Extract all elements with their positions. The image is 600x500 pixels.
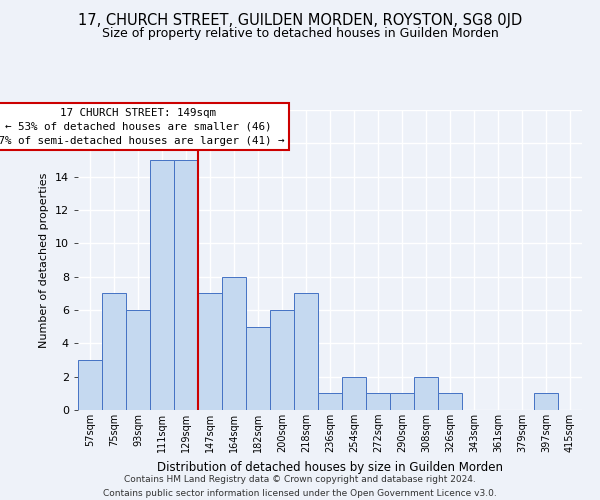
Bar	[318, 394, 342, 410]
Bar	[102, 294, 126, 410]
Bar	[534, 394, 558, 410]
Bar	[174, 160, 198, 410]
Bar	[126, 310, 150, 410]
Y-axis label: Number of detached properties: Number of detached properties	[39, 172, 49, 348]
Bar	[150, 160, 174, 410]
Bar	[390, 394, 414, 410]
Bar	[438, 394, 462, 410]
Bar	[270, 310, 294, 410]
Bar	[414, 376, 438, 410]
Bar	[198, 294, 222, 410]
X-axis label: Distribution of detached houses by size in Guilden Morden: Distribution of detached houses by size …	[157, 460, 503, 473]
Bar	[294, 294, 318, 410]
Text: 17, CHURCH STREET, GUILDEN MORDEN, ROYSTON, SG8 0JD: 17, CHURCH STREET, GUILDEN MORDEN, ROYST…	[78, 12, 522, 28]
Bar	[366, 394, 390, 410]
Text: Size of property relative to detached houses in Guilden Morden: Size of property relative to detached ho…	[101, 28, 499, 40]
Bar	[342, 376, 366, 410]
Text: Contains HM Land Registry data © Crown copyright and database right 2024.
Contai: Contains HM Land Registry data © Crown c…	[103, 476, 497, 498]
Text: 17 CHURCH STREET: 149sqm
← 53% of detached houses are smaller (46)
47% of semi-d: 17 CHURCH STREET: 149sqm ← 53% of detach…	[0, 108, 284, 146]
Bar	[246, 326, 270, 410]
Bar	[78, 360, 102, 410]
Bar	[222, 276, 246, 410]
